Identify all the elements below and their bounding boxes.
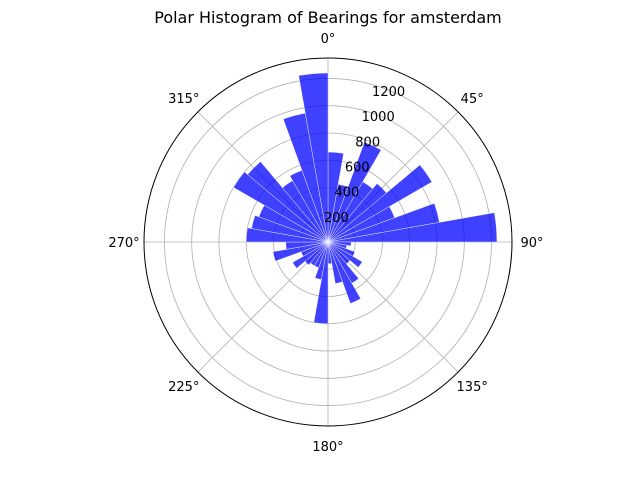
bar-350 xyxy=(298,72,329,243)
labels-layer: 0° 45° 90° 135° 180° 225° 270° 315° 200 400 600 800… xyxy=(108,32,543,455)
bar-250 xyxy=(272,241,329,262)
bar-80 xyxy=(327,212,498,243)
radial-tick-label: 600 xyxy=(345,160,370,175)
angular-tick-label: 45° xyxy=(461,92,484,107)
chart-title: Polar Histogram of Bearings for amsterda… xyxy=(154,8,502,27)
bar-120 xyxy=(327,241,363,268)
radial-tick-label: 800 xyxy=(355,135,380,150)
bars-layer xyxy=(233,72,498,324)
angular-tick-label: 0° xyxy=(321,32,336,47)
polar-frame xyxy=(143,57,513,427)
radial-tick-label: 200 xyxy=(324,211,349,226)
radial-tick-label: 1000 xyxy=(362,110,395,125)
bar-230 xyxy=(292,241,329,269)
radial-tick-label: 1200 xyxy=(372,85,405,100)
angular-gridline xyxy=(327,241,459,373)
angular-tick-label: 270° xyxy=(108,236,139,251)
bar-50 xyxy=(327,164,433,243)
angular-tick-label: 180° xyxy=(312,440,343,455)
angular-gridline xyxy=(197,241,329,373)
frame-layer xyxy=(143,57,513,427)
angular-tick-label: 90° xyxy=(520,236,543,251)
bar-310 xyxy=(247,161,329,243)
bar-300 xyxy=(233,171,329,243)
bar-150 xyxy=(327,241,361,304)
angular-tick-label: 225° xyxy=(168,380,199,395)
angular-tick-label: 135° xyxy=(457,380,488,395)
bar-160 xyxy=(327,241,343,284)
bar-20 xyxy=(327,141,382,243)
bar-280 xyxy=(251,215,329,243)
angular-tick-label: 315° xyxy=(168,92,199,107)
radial-tick-label: 400 xyxy=(334,186,359,201)
